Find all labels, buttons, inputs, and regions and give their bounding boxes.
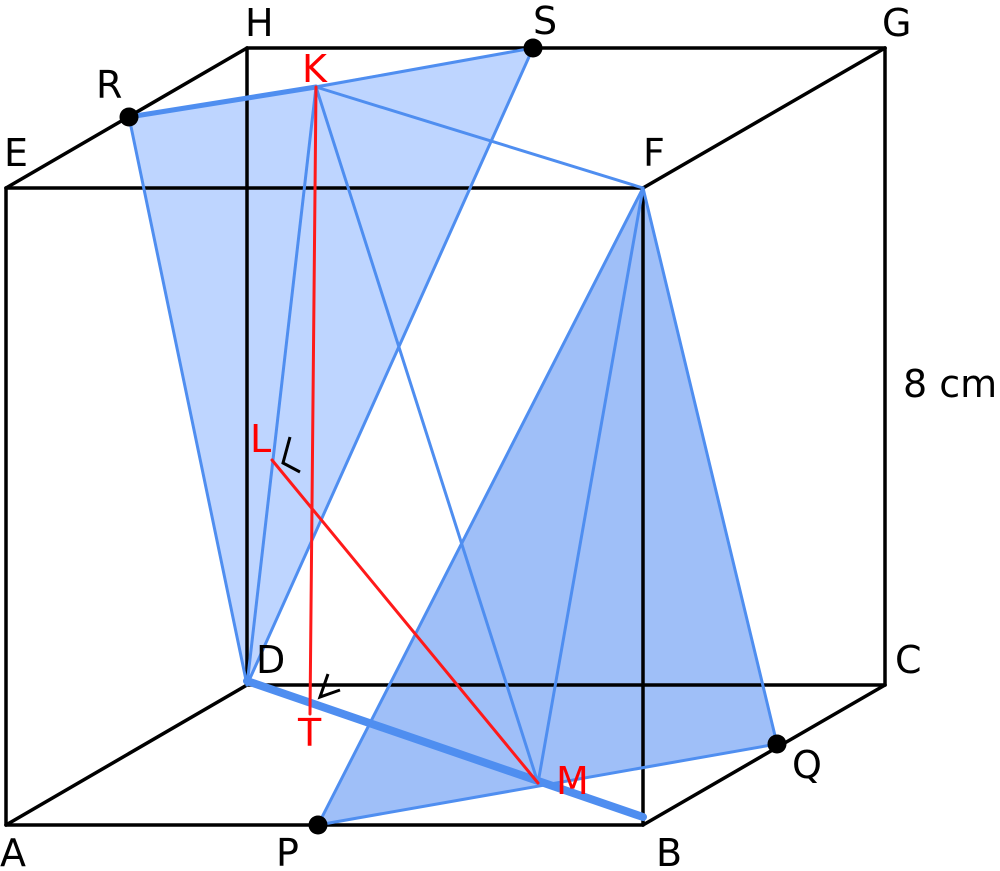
line-kt bbox=[308, 85, 318, 716]
edge-length-label: 8 cm bbox=[903, 362, 997, 406]
right-angle-mark-l bbox=[281, 436, 301, 474]
blue-lines bbox=[126, 46, 779, 827]
line-lm bbox=[270, 458, 540, 785]
line-kf bbox=[314, 85, 645, 190]
points bbox=[119, 38, 787, 835]
line-pf bbox=[316, 186, 645, 827]
point-r bbox=[119, 107, 139, 127]
label-t: T bbox=[297, 711, 322, 755]
label-h: H bbox=[245, 1, 274, 45]
label-l: L bbox=[250, 417, 271, 461]
label-s: S bbox=[533, 0, 557, 43]
edge-fg bbox=[641, 46, 887, 190]
plane-rsd bbox=[129, 48, 533, 685]
right-angle-marks bbox=[281, 436, 341, 700]
red-lines bbox=[270, 85, 540, 785]
label-g: G bbox=[882, 1, 911, 45]
line-kd bbox=[245, 85, 318, 687]
label-k: K bbox=[302, 47, 328, 91]
point-labels: P Q R S K L M T bbox=[96, 0, 822, 871]
vertex-labels: A B C D E F G H bbox=[0, 1, 922, 871]
line-fq bbox=[641, 186, 779, 746]
plane-pfq bbox=[318, 188, 777, 825]
shaded-planes bbox=[129, 48, 777, 825]
edge-ad bbox=[4, 683, 249, 827]
point-p bbox=[308, 815, 328, 835]
line-ks bbox=[314, 46, 535, 89]
line-fm bbox=[536, 186, 645, 785]
label-b: B bbox=[656, 831, 682, 871]
point-s bbox=[523, 38, 543, 58]
label-c: C bbox=[895, 638, 922, 682]
label-m: M bbox=[556, 759, 589, 803]
label-f: F bbox=[643, 131, 665, 175]
line-sd bbox=[245, 46, 535, 687]
label-d: D bbox=[256, 638, 285, 682]
right-angle-mark-t bbox=[317, 673, 341, 700]
line-km bbox=[314, 85, 540, 785]
edge-bc bbox=[641, 683, 887, 827]
line-rd bbox=[127, 115, 249, 687]
label-a: A bbox=[0, 831, 26, 871]
label-q: Q bbox=[792, 743, 822, 787]
label-p: P bbox=[276, 831, 299, 871]
line-rk bbox=[126, 84, 319, 120]
label-r: R bbox=[96, 63, 122, 107]
point-q bbox=[767, 734, 787, 754]
label-e: E bbox=[4, 131, 28, 175]
line-db bbox=[243, 677, 647, 821]
